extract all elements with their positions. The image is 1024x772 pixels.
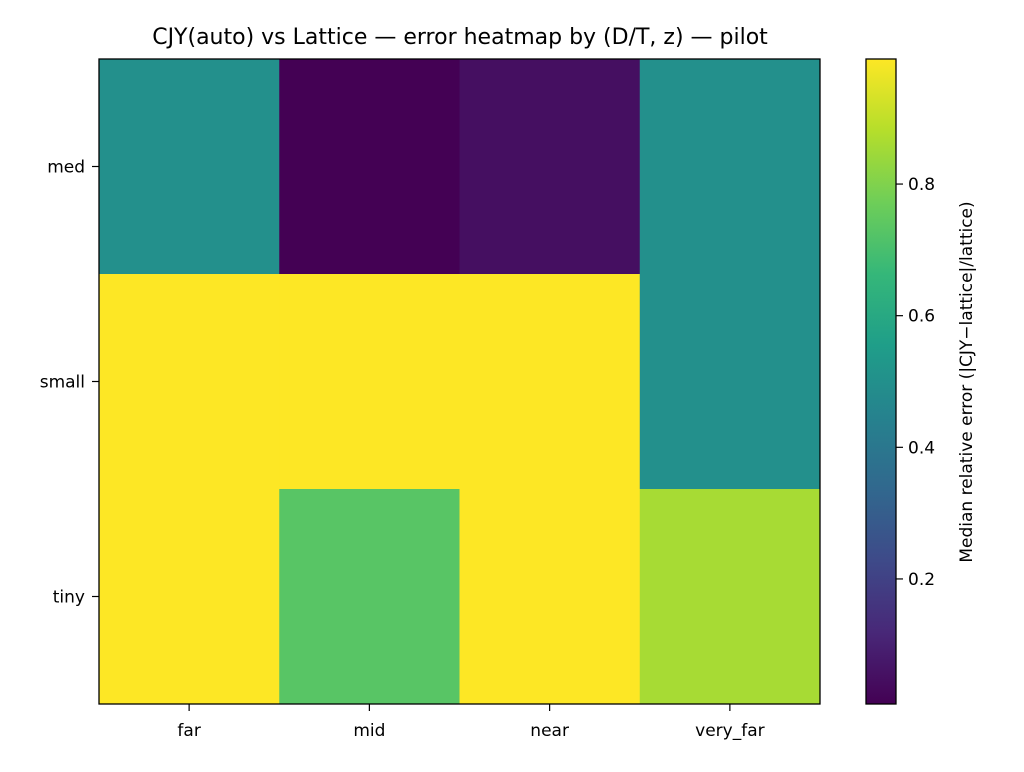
heatmap-cell-small-near — [459, 274, 641, 490]
y-tick-label: med — [47, 158, 85, 178]
heatmap-cell-small-mid — [279, 274, 460, 490]
heatmap-cell-small-very_far — [639, 274, 821, 490]
colorbar-tick-label: 0.6 — [908, 307, 935, 327]
chart-title: CJY(auto) vs Lattice — error heatmap by … — [152, 25, 768, 50]
heatmap-cell-med-far — [99, 59, 280, 275]
colorbar-tick-label: 0.8 — [908, 175, 935, 195]
colorbar — [865, 58, 897, 705]
colorbar-axis: 0.2 0.4 0.6 0.8 — [896, 175, 935, 590]
x-tick-label: mid — [353, 721, 385, 741]
heatmap-cell-tiny-mid — [279, 489, 460, 705]
heatmap-cell-small-far — [99, 274, 280, 490]
heatmap-cell-med-very_far — [639, 59, 821, 275]
heatmap-cell-tiny-near — [459, 489, 641, 705]
heatmap-cells — [99, 59, 821, 705]
x-tick-label: very_far — [695, 721, 764, 741]
heatmap-cell-med-mid — [279, 59, 460, 275]
x-tick-label: far — [177, 721, 200, 741]
colorbar-tick-label: 0.2 — [908, 570, 935, 590]
x-tick-label: near — [530, 721, 569, 741]
y-axis: med small tiny — [40, 158, 99, 608]
colorbar-label: Median relative error (|CJY−lattice|/lat… — [957, 201, 977, 562]
x-axis: far mid near very_far — [177, 704, 765, 741]
heatmap-cell-tiny-very_far — [639, 489, 821, 705]
colorbar-tick-label: 0.4 — [908, 438, 935, 458]
y-tick-label: tiny — [53, 588, 85, 608]
heatmap-cell-med-near — [459, 59, 641, 275]
heatmap-cell-tiny-far — [99, 489, 280, 705]
y-tick-label: small — [40, 373, 85, 393]
